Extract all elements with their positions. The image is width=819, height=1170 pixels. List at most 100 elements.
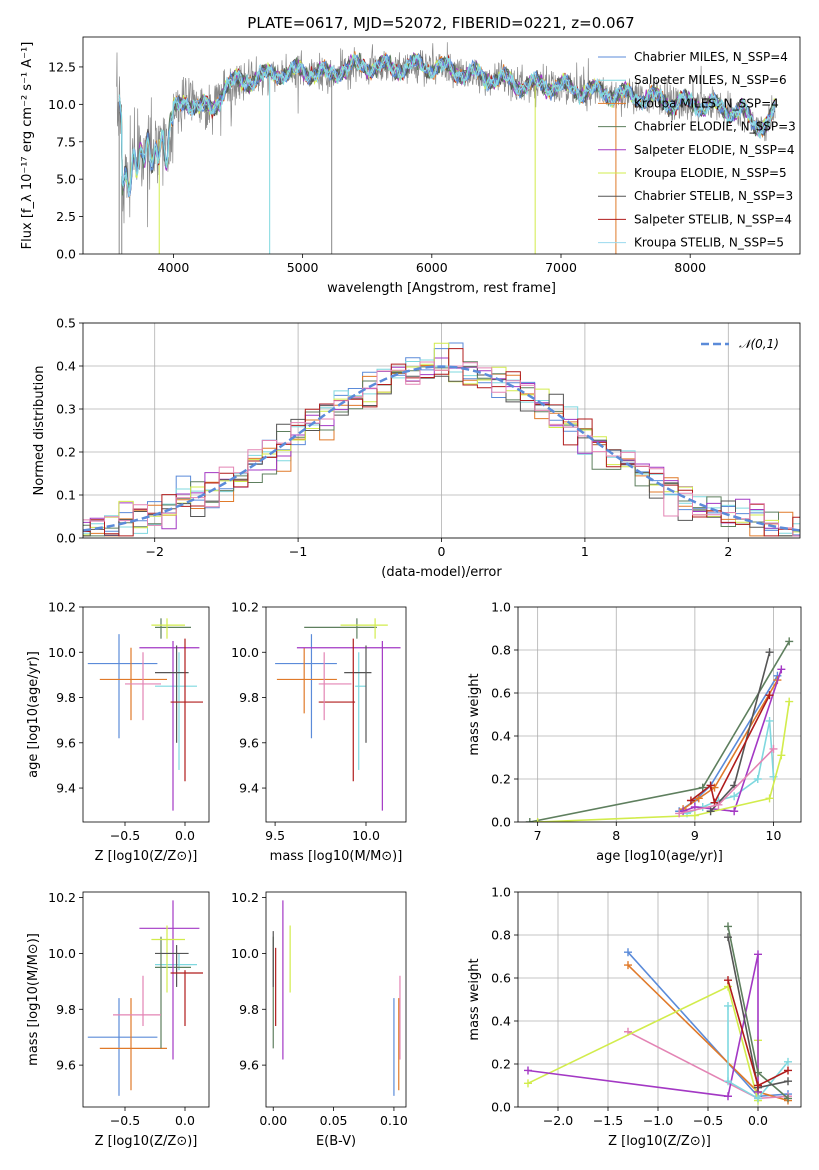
plus-marker [624, 961, 632, 970]
x-tick-label: 10 [766, 828, 782, 843]
y-tick-label: 0.4 [491, 729, 511, 744]
plot-area [275, 618, 401, 811]
weight-line-salpeter-stelib [690, 694, 771, 805]
legend-label: Salpeter STELIB, N_SSP=4 [634, 212, 792, 226]
y-tick-label: 0.0 [491, 815, 511, 830]
plus-marker [698, 783, 707, 792]
histogram-pink [83, 361, 800, 537]
plot-area [83, 342, 800, 537]
plot-area [524, 922, 792, 1105]
legend-label: Kroupa STELIB, N_SSP=5 [634, 236, 784, 250]
histogram-kroupa-elodie [83, 342, 800, 537]
extinction-mass-panel: 0.00 0.05 0.10 9.6 9.8 10.0 10.2 E(B-V) [231, 890, 408, 1149]
legend-label: 𝒩(0,1) [739, 337, 779, 351]
y-tick-label: 9.6 [239, 1058, 259, 1073]
y-tick-label: 10.2 [48, 890, 76, 905]
y-tick-label: 0.2 [491, 1057, 511, 1072]
mass-age-panel: 9.5 10.0 9.4 9.6 9.8 10.0 10.2 mass [log10(M/M⊙… [231, 600, 407, 864]
y-tick-label: 9.8 [56, 690, 76, 705]
plot-area [525, 637, 794, 822]
x-tick-label: 2 [724, 544, 732, 559]
plus-marker [753, 775, 762, 783]
y-tick-label: 9.8 [239, 1002, 259, 1017]
x-tick-label: 0.00 [259, 1113, 287, 1128]
axes-frame [265, 891, 407, 1108]
plot-area [272, 900, 401, 1096]
y-tick-label: 9.8 [239, 690, 259, 705]
legend: Chabrier MILES, N_SSP=4 Salpeter MILES, N… [598, 50, 796, 250]
x-tick-label: −0.5 [693, 1113, 723, 1128]
x-axis-label: wavelength [Angstrom, rest frame] [327, 281, 556, 296]
axes-frame [265, 606, 407, 823]
y-tick-label: 1.0 [491, 600, 511, 615]
metallicity-mass-weight-panel: −2.0 −1.5 −1.0 −0.5 0.0 0.0 0.2 0.4 0.6 0.8 1.0 Z [… [467, 885, 802, 1149]
data-point [151, 618, 185, 639]
histogram-chabrier-stelib [83, 366, 800, 537]
x-axis-label: age [log10(age/yr)] [596, 849, 723, 864]
y-tick-label: 0.6 [491, 686, 511, 701]
y-tick-label: 10.0 [231, 946, 259, 961]
data-point [139, 640, 200, 811]
y-axis-label: age [log10(age/yr)] [26, 651, 41, 778]
plus-marker [694, 794, 703, 803]
x-axis-label: Z [log10(Z/Z⊙)] [608, 1134, 711, 1149]
data-point [276, 647, 337, 714]
legend-label: Salpeter MILES, N_SSP=6 [634, 73, 787, 87]
axes-frame [82, 891, 210, 1108]
data-point [275, 634, 337, 739]
y-tick-label: 10.0 [231, 645, 259, 660]
legend: 𝒩(0,1) [701, 337, 779, 351]
x-tick-label: 0.10 [380, 1113, 408, 1128]
plus-marker [785, 697, 794, 706]
data-point [304, 618, 377, 639]
y-tick-label: 0.2 [491, 772, 511, 787]
normal-curve-line [83, 365, 800, 532]
y-tick-label: 0.0 [491, 1100, 511, 1115]
plus-marker [730, 792, 739, 801]
metallicity-age-panel: −0.5 0.0 9.4 9.6 9.8 10.0 10.2 Z [log10(Z/Z⊙)] a… [26, 600, 210, 864]
y-tick-label: 0.8 [491, 643, 511, 658]
y-tick-label: 0.1 [56, 488, 76, 503]
plus-marker [785, 637, 794, 646]
data-point [355, 652, 366, 770]
data-point [87, 634, 158, 739]
plus-marker [724, 1092, 732, 1101]
plus-marker [765, 716, 774, 725]
y-axis-label: Normed distribution [32, 366, 47, 496]
plus-marker [724, 1001, 732, 1010]
plus-marker [724, 1077, 732, 1086]
x-tick-label: 8000 [674, 260, 706, 275]
data-point [170, 638, 203, 782]
y-tick-label: 7.5 [56, 134, 76, 149]
plus-marker [706, 807, 715, 816]
y-tick-label: 9.6 [56, 735, 76, 750]
y-tick-label: 10.2 [231, 600, 259, 615]
data-point [99, 998, 167, 1091]
y-tick-label: 0.6 [491, 971, 511, 986]
gridlines [518, 606, 801, 823]
x-tick-label: 1 [581, 544, 589, 559]
y-tick-label: 9.6 [56, 1058, 76, 1073]
plus-marker [686, 796, 695, 805]
plus-marker [690, 811, 699, 820]
plus-marker [675, 809, 684, 818]
plus-marker [754, 1081, 762, 1090]
axes-frame [517, 606, 802, 823]
histogram-chabrier-miles [83, 342, 800, 537]
plus-marker [524, 1079, 532, 1088]
y-tick-label: 0.8 [491, 928, 511, 943]
x-axis-label: mass [log10(M/M⊙)] [270, 849, 403, 864]
x-tick-label: 0.0 [748, 1113, 768, 1128]
data-point [318, 652, 352, 721]
y-tick-label: 5.0 [56, 172, 76, 187]
legend-label: Salpeter ELODIE, N_SSP=4 [634, 143, 795, 157]
plot-area [87, 900, 203, 1096]
axes-frame [517, 891, 802, 1108]
legend-label: Kroupa ELODIE, N_SSP=5 [634, 166, 787, 180]
x-axis-label: E(B-V) [316, 1134, 356, 1149]
plus-marker [777, 751, 786, 760]
axes-frame [82, 606, 210, 823]
weight-line-salpeter-miles [727, 1006, 789, 1100]
x-tick-label: 10.0 [352, 828, 380, 843]
plot-area [87, 618, 203, 811]
